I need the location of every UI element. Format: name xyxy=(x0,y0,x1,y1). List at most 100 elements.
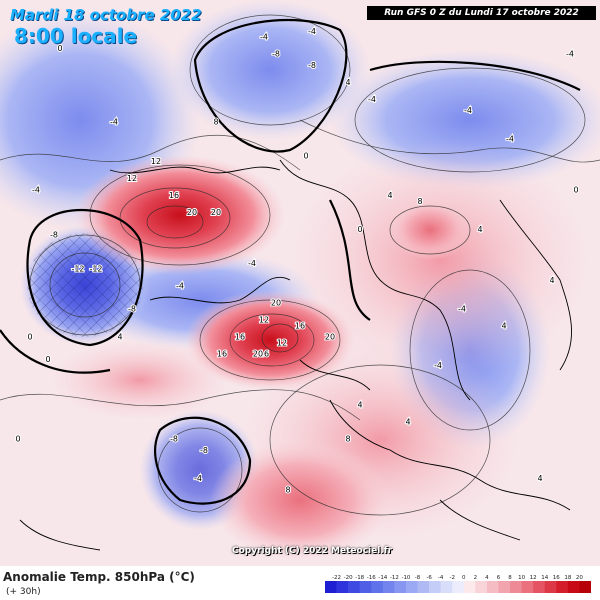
anomaly-label: 4 xyxy=(117,333,122,342)
anomaly-label: 4 xyxy=(549,276,554,285)
legend-swatch xyxy=(521,581,534,593)
legend-swatch xyxy=(371,581,384,593)
legend-tick-label: 0 xyxy=(462,575,466,581)
anomaly-label: -8 xyxy=(272,50,280,59)
anomaly-label: -8 xyxy=(170,434,178,443)
anomaly-label: 8 xyxy=(285,485,290,494)
anomaly-label: -4 xyxy=(176,282,184,291)
legend-tick-label: 14 xyxy=(541,575,548,581)
warm-region-east xyxy=(290,140,590,380)
warm-region-east-core xyxy=(390,200,470,260)
anomaly-label: -4 xyxy=(458,304,466,313)
anomaly-label: 4 xyxy=(345,78,350,87)
anomaly-label: -12 xyxy=(71,265,84,274)
map-footer: Anomalie Temp. 850hPa (°C) (+ 30h) -22 -2… xyxy=(0,566,600,600)
anomaly-label: -8 xyxy=(128,304,136,313)
anomaly-label: 0 xyxy=(27,333,32,342)
legend-tick-label: -10 xyxy=(401,575,410,581)
anomaly-label: -8 xyxy=(200,446,208,455)
anomaly-label: 4 xyxy=(477,225,482,234)
temperature-anomaly-map: 12 16 20 20 12 -12 -12 -8 -8 -4 -4 -4 -4 -4 -4 -4 -4 -4 -4… xyxy=(0,0,600,566)
model-run-info: Run GFS 0 Z du Lundi 17 octobre 2022 xyxy=(367,6,596,20)
legend-swatch xyxy=(405,581,418,593)
anomaly-label: 0 xyxy=(45,355,50,364)
zero-isotherm-bold xyxy=(0,18,581,505)
legend-swatch xyxy=(567,581,580,593)
anomaly-label: 16 xyxy=(235,333,245,342)
legend-tick-label: -2 xyxy=(449,575,454,581)
legend-tick-label: -6 xyxy=(426,575,432,581)
copyright-notice: Copyright (C) 2022 Meteociel.fr xyxy=(232,546,393,556)
anomaly-label: -4 xyxy=(308,27,316,36)
legend-tick-label: 4 xyxy=(485,575,489,581)
anomaly-label: 16 xyxy=(217,350,227,359)
anomaly-label: -8 xyxy=(50,231,58,240)
anomaly-label: 4 xyxy=(501,321,506,330)
anomaly-label: -4 xyxy=(434,361,442,370)
map-title: Anomalie Temp. 850hPa (°C) xyxy=(3,570,195,584)
forecast-time: 8:00 locale xyxy=(14,24,138,48)
anomaly-label: 20 xyxy=(271,299,281,308)
legend-swatch xyxy=(463,581,476,593)
warm-region-southcentral xyxy=(210,440,390,560)
warm-core-central xyxy=(185,290,355,390)
anomaly-label: 4 xyxy=(387,191,392,200)
forecast-date: Mardi 18 octobre 2022 xyxy=(10,6,202,24)
anomaly-label: 8 xyxy=(417,197,422,206)
forecast-offset: (+ 30h) xyxy=(6,587,41,597)
warm-region-southwest xyxy=(50,340,230,420)
legend-swatch xyxy=(452,581,465,593)
legend-tick-label: -16 xyxy=(367,575,376,581)
anomaly-label: 0 xyxy=(303,151,308,160)
legend-tick-label: 18 xyxy=(564,575,571,581)
anomaly-label: -12 xyxy=(89,265,102,274)
legend-swatch xyxy=(475,581,488,593)
legend-swatch xyxy=(556,581,569,593)
anomaly-label: 12 xyxy=(259,316,269,325)
coastlines xyxy=(19,159,572,551)
legend-swatch xyxy=(325,581,337,593)
anomaly-label: 20 xyxy=(187,208,197,217)
anomaly-label: 16 xyxy=(169,191,179,200)
anomaly-label: 12 xyxy=(151,157,161,166)
legend-tick-label: 20 xyxy=(576,575,583,581)
anomaly-label: 4 xyxy=(357,401,362,410)
anomaly-label: 4 xyxy=(537,474,542,483)
legend-swatch xyxy=(359,581,372,593)
anomaly-label: 0 xyxy=(15,434,20,443)
legend-swatch xyxy=(348,581,360,593)
legend-swatch xyxy=(579,581,591,593)
anomaly-label: -8 xyxy=(308,61,316,70)
anomaly-label: 0 xyxy=(57,44,62,53)
legend-tick-label: -12 xyxy=(390,575,399,581)
legend-tick-label: -22 xyxy=(332,575,341,581)
legend-tick-label: -14 xyxy=(378,575,387,581)
anomaly-label: 16 xyxy=(259,350,269,359)
anomaly-label: 20 xyxy=(253,350,263,359)
legend-swatch xyxy=(394,581,407,593)
anomaly-label: 4 xyxy=(405,418,410,427)
legend-tick-label: -18 xyxy=(355,575,364,581)
anomaly-label: -4 xyxy=(194,474,202,483)
legend-tick-label: 16 xyxy=(553,575,560,581)
color-scale-legend: -22 -20 -18 -16 -14 -12 -10 -8 -6 -4 -2 0 2 4 6 8 10 12 14… xyxy=(325,575,591,593)
legend-swatch xyxy=(440,581,453,593)
legend-swatch xyxy=(429,581,441,593)
anomaly-label: 16 xyxy=(295,321,305,330)
anomaly-label: -4 xyxy=(566,50,574,59)
legend-tick-label: 12 xyxy=(530,575,537,581)
anomaly-label: -4 xyxy=(368,95,376,104)
isotherm-contours xyxy=(0,14,600,516)
legend-swatch xyxy=(498,581,511,593)
anomaly-label: 12 xyxy=(127,174,137,183)
legend-tick-label: -8 xyxy=(415,575,421,581)
legend-tick-label: 2 xyxy=(474,575,478,581)
anomaly-label: -4 xyxy=(464,106,472,115)
anomaly-label: 20 xyxy=(211,208,221,217)
anomaly-label: -4 xyxy=(32,185,40,194)
anomaly-label: 0 xyxy=(573,185,578,194)
warm-core-north xyxy=(75,155,285,275)
legend-swatch xyxy=(336,581,349,593)
